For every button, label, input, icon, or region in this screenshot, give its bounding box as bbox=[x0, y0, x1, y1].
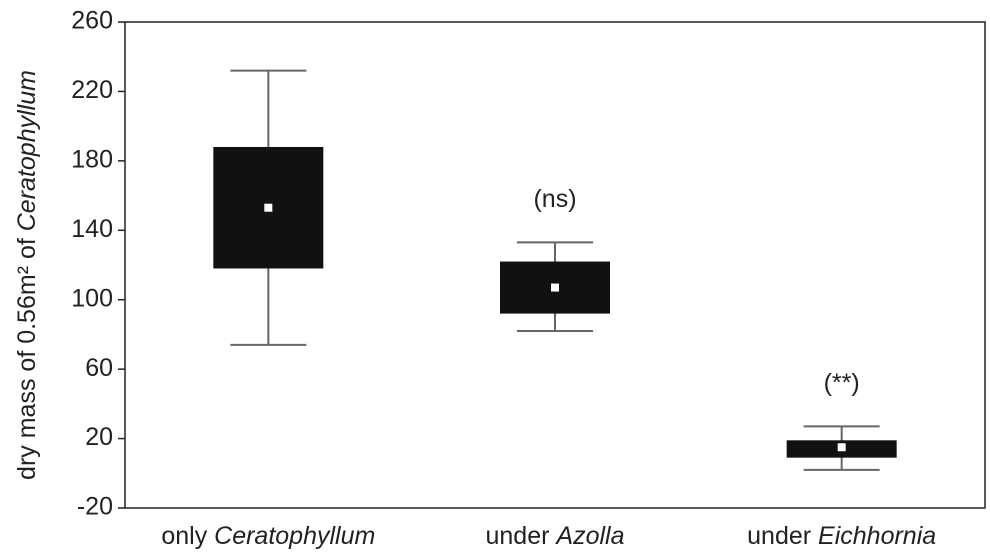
y-tick-label: 100 bbox=[71, 284, 113, 312]
median-marker bbox=[551, 283, 559, 292]
annotation: (**) bbox=[824, 369, 860, 397]
y-tick-label: 140 bbox=[71, 215, 113, 243]
x-tick-label: under Eichhornia bbox=[747, 522, 936, 550]
y-tick-label: 60 bbox=[85, 354, 113, 382]
x-tick-label: under Azolla bbox=[486, 522, 625, 550]
y-tick-label: -20 bbox=[77, 493, 113, 521]
plot-frame bbox=[124, 21, 986, 509]
y-tick-label: 220 bbox=[71, 76, 113, 104]
y-tick-label: 180 bbox=[71, 145, 113, 173]
median-marker bbox=[837, 443, 846, 452]
y-axis-label: dry mass of 0.56m² of Ceratophyllum bbox=[13, 70, 41, 480]
y-tick-label: 260 bbox=[71, 7, 113, 35]
annotation: (ns) bbox=[533, 185, 576, 213]
x-tick-label: only Ceratophyllum bbox=[161, 522, 375, 550]
y-tick-label: 20 bbox=[85, 423, 113, 451]
median-marker bbox=[264, 203, 273, 212]
